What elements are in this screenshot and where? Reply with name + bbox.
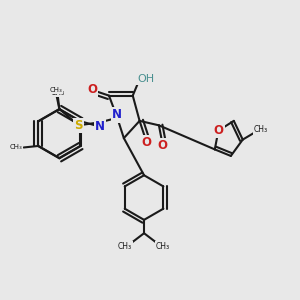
Text: S: S bbox=[74, 119, 83, 132]
Text: OH: OH bbox=[138, 74, 155, 84]
Text: CH₃: CH₃ bbox=[10, 145, 23, 151]
Text: O: O bbox=[214, 124, 224, 136]
Text: N: N bbox=[95, 120, 105, 133]
Text: CH₃: CH₃ bbox=[156, 242, 170, 251]
Text: N: N bbox=[112, 108, 122, 122]
Text: O: O bbox=[157, 139, 167, 152]
Text: CH₃: CH₃ bbox=[50, 87, 63, 93]
Text: CH₃: CH₃ bbox=[254, 125, 268, 134]
Text: CH₃: CH₃ bbox=[118, 242, 132, 251]
Text: CH₃: CH₃ bbox=[51, 88, 65, 97]
Text: O: O bbox=[141, 136, 152, 149]
Text: O: O bbox=[87, 83, 97, 96]
